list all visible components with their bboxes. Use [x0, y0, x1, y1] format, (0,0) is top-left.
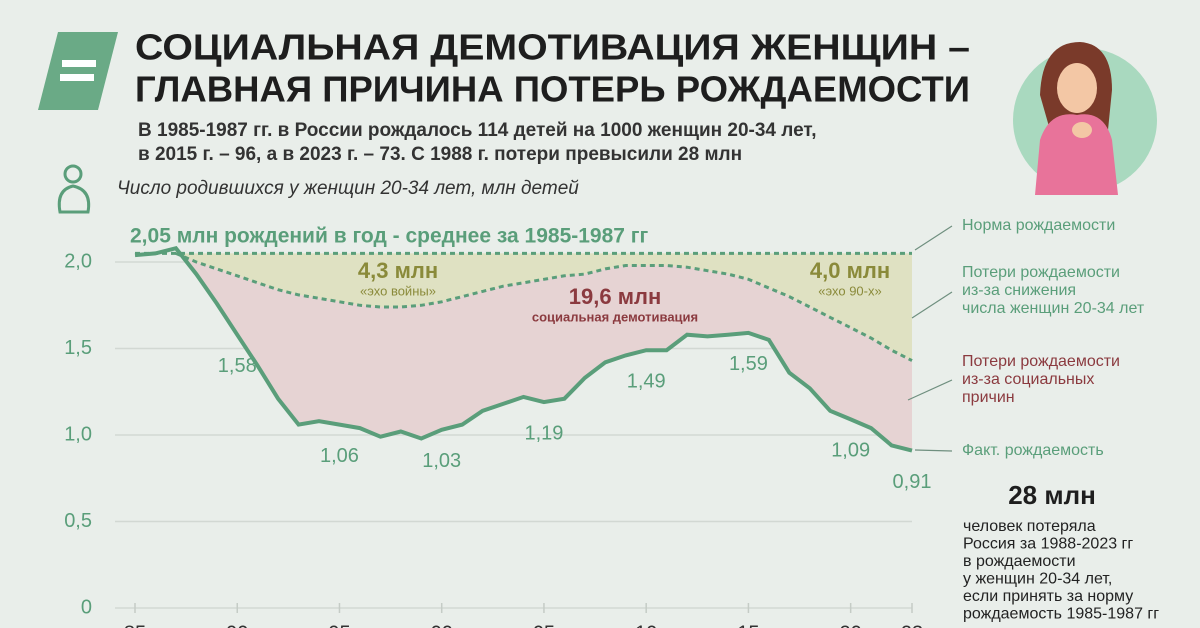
leader-line: [911, 291, 953, 319]
x-tick-label: 15: [737, 622, 759, 628]
data-label: 1,19: [524, 422, 563, 444]
y-axis-label: Число родившихся у женщин 20-34 лет, млн…: [117, 178, 579, 199]
leader-line: [914, 449, 953, 452]
total-note: у женщин 20-34 лет,: [963, 571, 1112, 588]
annotation-note: «эхо 90-х»: [818, 283, 881, 298]
loss-area: [175, 253, 912, 361]
legend-label: Норма рождаемости: [962, 217, 1115, 234]
annotation-note: социальная демотивация: [532, 309, 698, 324]
annotation-value: 4,3 млн: [358, 258, 438, 283]
subtitle: в 2015 г. – 96, а в 2023 г. – 73. С 1988…: [138, 144, 742, 165]
total-note: если принять за норму: [963, 588, 1133, 605]
y-tick-label: 1,0: [64, 423, 92, 445]
legend-label: причин: [962, 389, 1015, 406]
norm-note: 2,05 млн рождений в год - среднее за 198…: [130, 225, 649, 248]
chart-title: СОЦИАЛЬНАЯ ДЕМОТИВАЦИЯ ЖЕНЩИН –: [135, 27, 970, 68]
data-label: 1,49: [627, 371, 666, 393]
leader-line: [914, 225, 953, 251]
y-tick-label: 0,5: [64, 510, 92, 532]
total: 28 млн: [1008, 480, 1096, 510]
icon: [57, 164, 91, 214]
x-tick-label: 23: [901, 622, 923, 628]
legend-label: из-за социальных: [962, 371, 1094, 388]
x-tick-label: 85: [124, 622, 146, 628]
legend-label: числа женщин 20-34 лет: [962, 300, 1145, 317]
x-tick-label: 00: [431, 622, 453, 628]
total-note: рождаемость 1985-1987 гг: [963, 606, 1159, 623]
x-tick-label: 90: [226, 622, 248, 628]
data-label: 0,91: [893, 471, 932, 493]
legend-label: из-за снижения: [962, 282, 1076, 299]
data-label: 1,09: [831, 440, 870, 462]
data-label: 1,06: [320, 445, 359, 467]
chart-title: ГЛАВНАЯ ПРИЧИНА ПОТЕРЬ РОЖДАЕМОСТИ: [135, 69, 970, 110]
data-label: 1,59: [729, 353, 768, 375]
data-label: 1,03: [422, 450, 461, 472]
logo-bar: [62, 60, 96, 67]
series-line: [175, 252, 913, 362]
x-tick-label: 20: [840, 622, 862, 628]
x-tick-label: 95: [328, 622, 350, 628]
data-label: 1,58: [218, 355, 257, 377]
logo-bar: [60, 74, 94, 81]
subtitle: В 1985-1987 гг. в России рождалось 114 д…: [138, 120, 817, 141]
series-line: [134, 245, 913, 453]
x-tick-label: 10: [635, 622, 657, 628]
y-tick-label: 0: [81, 596, 92, 618]
total-note: в рождаемости: [963, 553, 1076, 570]
legend-label: Потери рождаемости: [962, 264, 1120, 281]
annotation-note: «эхо войны»: [360, 283, 436, 298]
legend-label: Потери рождаемости: [962, 353, 1120, 370]
total-note: человек потеряла: [963, 518, 1096, 535]
y-tick-label: 1,5: [64, 337, 92, 359]
leader-line: [907, 379, 953, 401]
annotation-value: 19,6 млн: [569, 284, 661, 309]
x-tick-label: 05: [533, 622, 555, 628]
illustration: [1013, 42, 1157, 195]
logo: [38, 32, 118, 110]
annotation-value: 4,0 млн: [810, 258, 890, 283]
y-tick-label: 2,0: [64, 250, 92, 272]
legend-label: Факт. рождаемость: [962, 442, 1104, 459]
loss-area: [175, 248, 912, 451]
total-note: Россия за 1988-2023 гг: [963, 536, 1133, 553]
